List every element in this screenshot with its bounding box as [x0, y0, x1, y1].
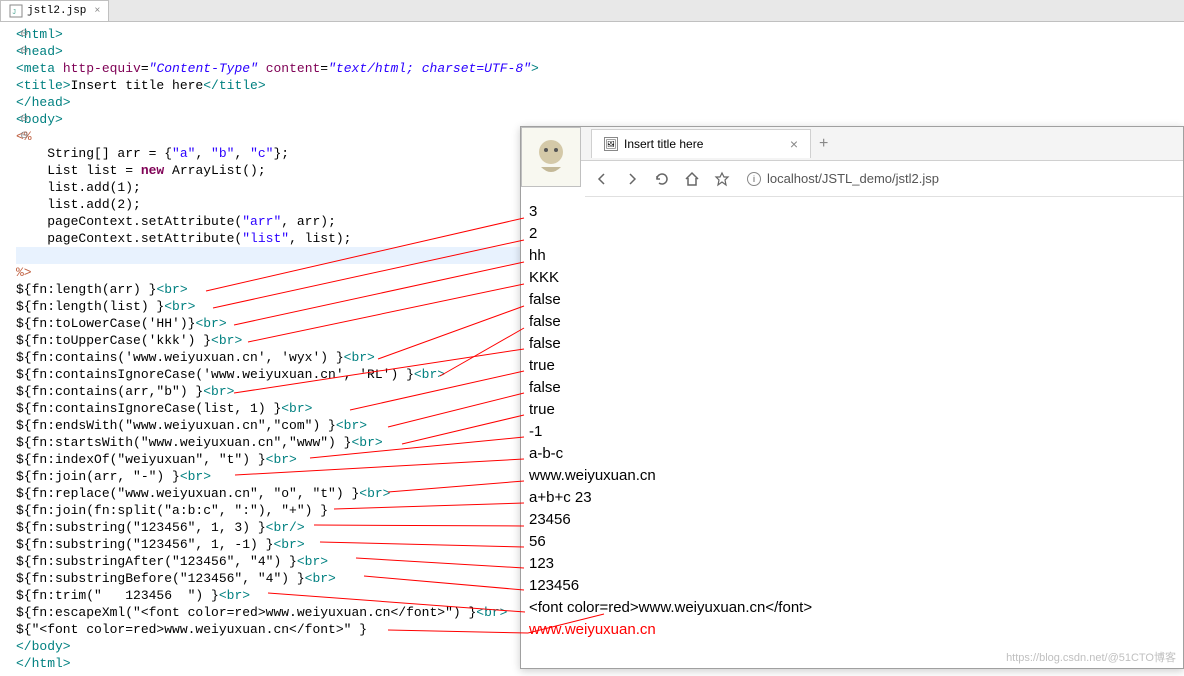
- result-line: www.weiyuxuan.cn: [529, 465, 1175, 487]
- result-line: 3: [529, 201, 1175, 223]
- result-line: <font color=red>www.weiyuxuan.cn</font>: [529, 597, 1175, 619]
- url-text: localhost/JSTL_demo/jstl2.jsp: [767, 171, 939, 186]
- code-line: </head>: [16, 94, 1180, 111]
- editor-tab[interactable]: J jstl2.jsp ×: [0, 0, 109, 21]
- browser-toolbar: i localhost/JSTL_demo/jstl2.jsp: [585, 161, 1183, 197]
- close-icon[interactable]: ×: [790, 136, 798, 152]
- result-line: hh: [529, 245, 1175, 267]
- url-bar[interactable]: i localhost/JSTL_demo/jstl2.jsp: [743, 171, 1175, 186]
- page-icon: 🖼: [604, 137, 618, 151]
- result-line: false: [529, 311, 1175, 333]
- browser-tab[interactable]: 🖼 Insert title here ×: [591, 129, 811, 158]
- result-line: 123456: [529, 575, 1175, 597]
- result-line: a-b-c: [529, 443, 1175, 465]
- back-icon[interactable]: [593, 170, 611, 188]
- editor-tab-bar: J jstl2.jsp ×: [0, 0, 1184, 22]
- svg-text:J: J: [12, 9, 16, 17]
- tab-filename: jstl2.jsp: [27, 5, 86, 17]
- result-line: 23456: [529, 509, 1175, 531]
- result-line: 2: [529, 223, 1175, 245]
- result-line: false: [529, 377, 1175, 399]
- watermark: https://blog.csdn.net/@51CTO博客: [1006, 649, 1176, 665]
- browser-window: 🖼 Insert title here × + i localhost/JSTL…: [520, 126, 1184, 669]
- result-line: www.weiyuxuan.cn: [529, 619, 1175, 641]
- result-line: 123: [529, 553, 1175, 575]
- result-line: -1: [529, 421, 1175, 443]
- result-line: true: [529, 355, 1175, 377]
- code-line: ⊖<html>: [16, 26, 1180, 43]
- star-icon[interactable]: [713, 170, 731, 188]
- result-line: true: [529, 399, 1175, 421]
- code-line: <meta http-equiv="Content-Type" content=…: [16, 60, 1180, 77]
- result-line: false: [529, 333, 1175, 355]
- result-line: a+b+c 23: [529, 487, 1175, 509]
- fold-icon[interactable]: ⊖: [20, 128, 28, 145]
- page-thumbnail: [521, 127, 581, 187]
- close-icon[interactable]: ×: [94, 6, 100, 17]
- fold-icon[interactable]: ⊖: [20, 26, 28, 43]
- code-line: ⊖<head>: [16, 43, 1180, 60]
- result-line: false: [529, 289, 1175, 311]
- jsp-file-icon: J: [9, 4, 23, 18]
- browser-tab-title: Insert title here: [624, 137, 703, 151]
- home-icon[interactable]: [683, 170, 701, 188]
- code-line: <title>Insert title here</title>: [16, 77, 1180, 94]
- browser-tab-bar: 🖼 Insert title here × +: [521, 127, 1183, 161]
- result-line: 56: [529, 531, 1175, 553]
- new-tab-button[interactable]: +: [819, 135, 828, 153]
- fold-icon[interactable]: ⊖: [20, 43, 28, 60]
- info-icon: i: [747, 172, 761, 186]
- reload-icon[interactable]: [653, 170, 671, 188]
- forward-icon[interactable]: [623, 170, 641, 188]
- result-line: KKK: [529, 267, 1175, 289]
- fold-icon[interactable]: ⊖: [20, 111, 28, 128]
- browser-content: 32hhKKKfalsefalsefalsetruefalsetrue-1a-b…: [521, 197, 1183, 645]
